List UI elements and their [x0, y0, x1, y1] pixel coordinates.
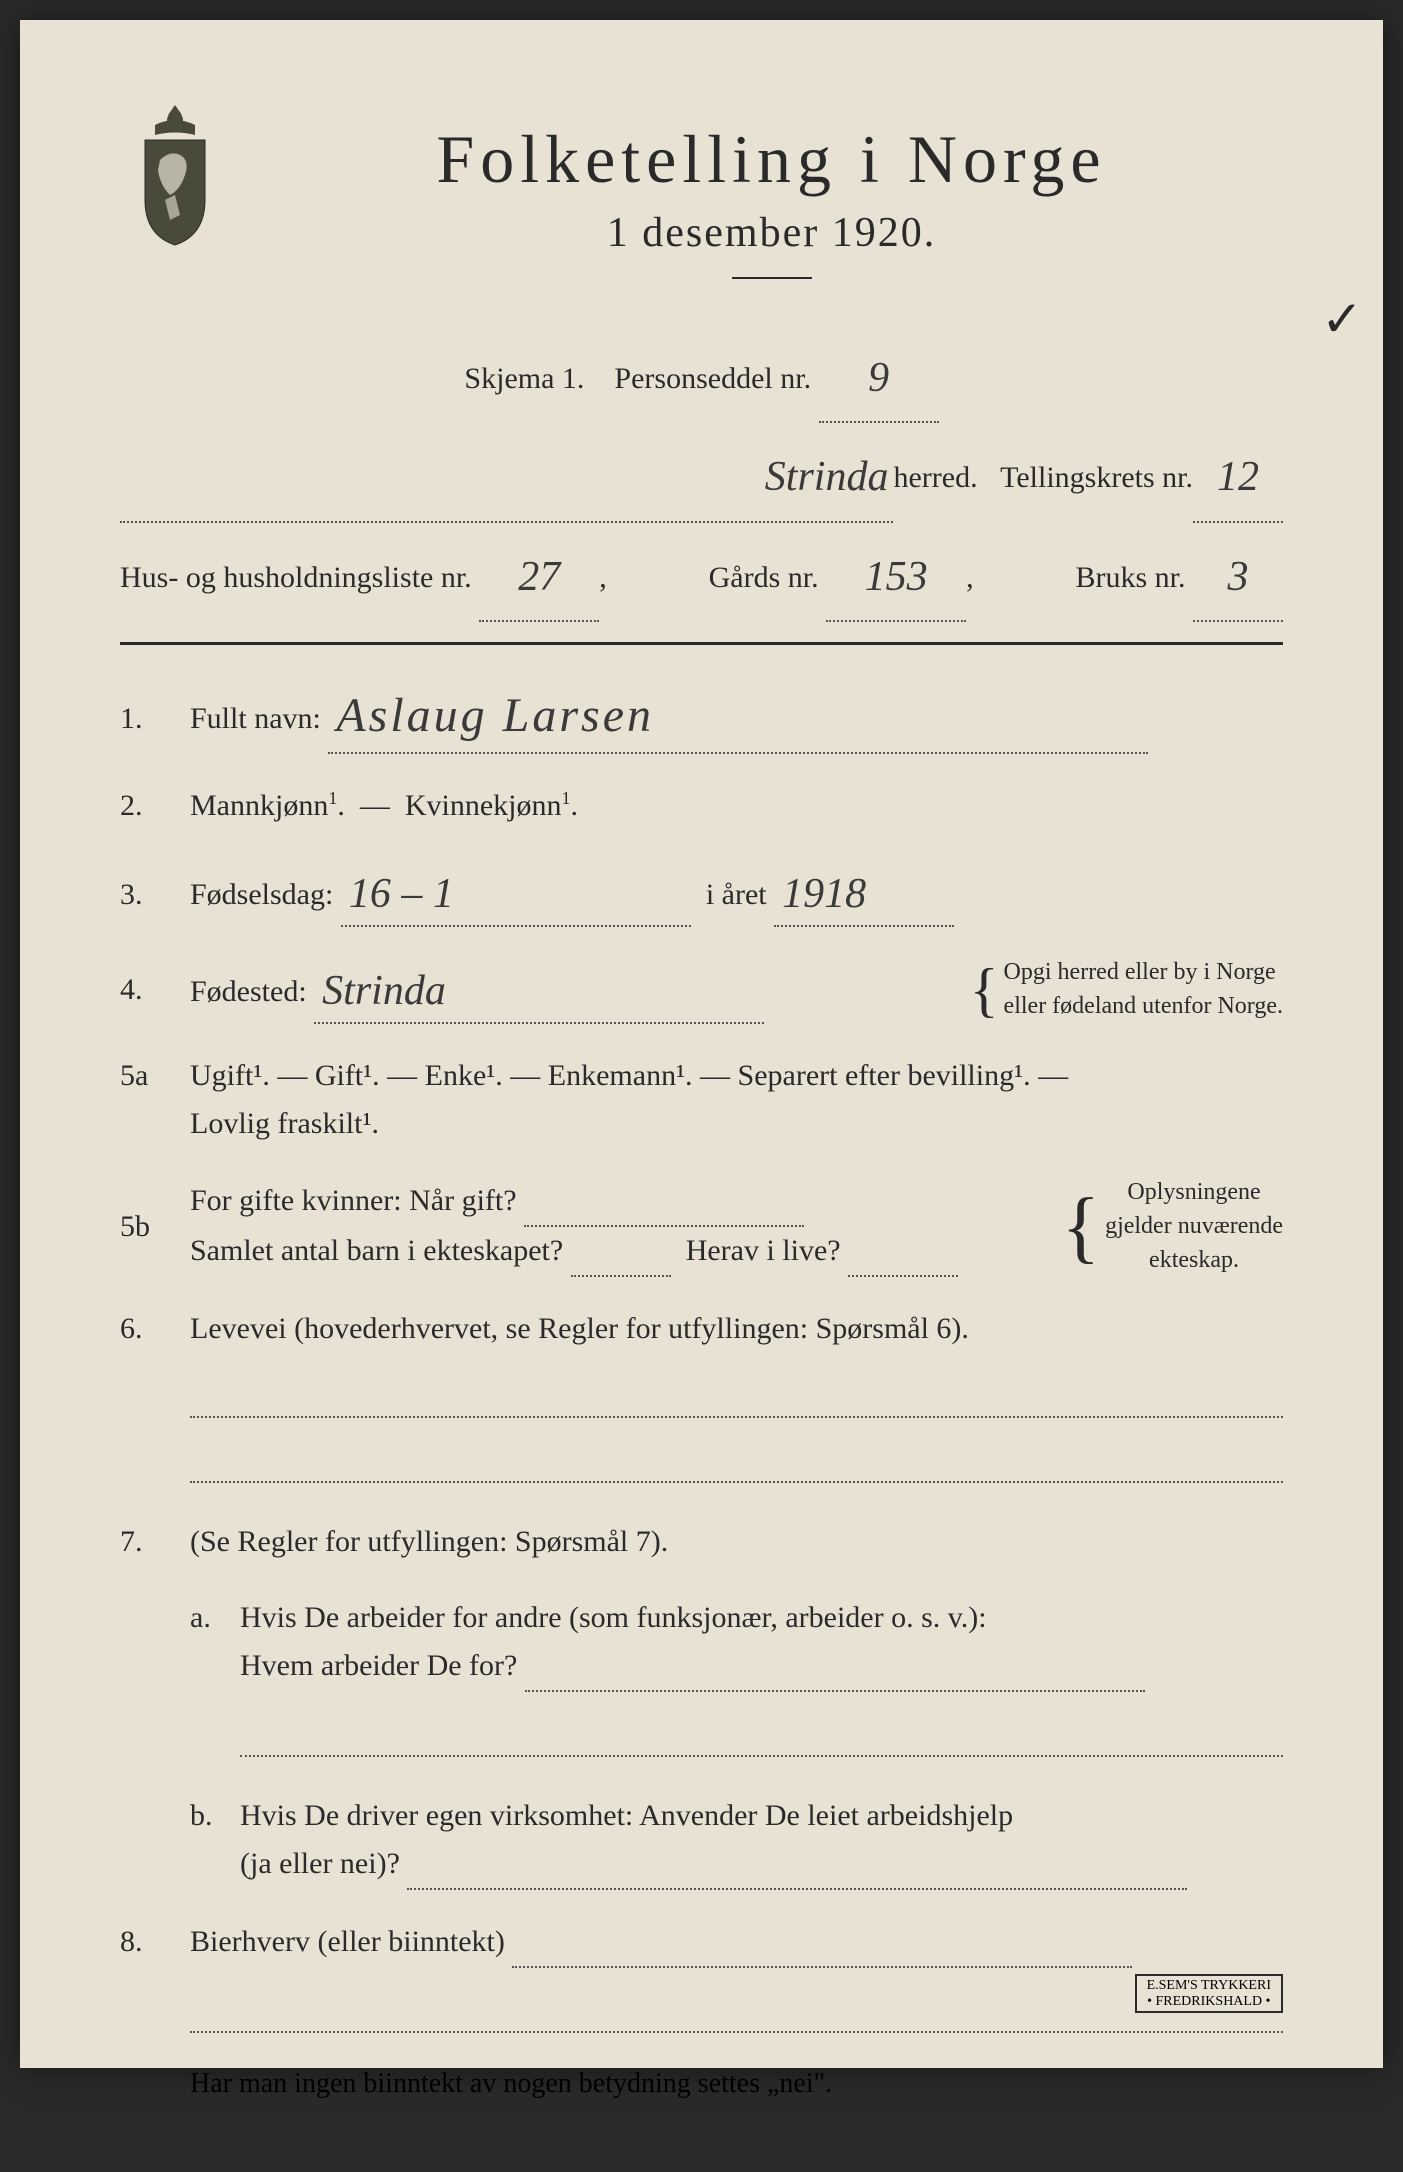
q8-label: Bierhverv (eller biinntekt)	[190, 1925, 505, 1958]
q2-option-b: Kvinnekjønn	[405, 789, 562, 822]
q1-label: Fullt navn:	[190, 702, 321, 735]
question-5a: 5a Ugift¹. — Gift¹. — Enke¹. — Enkemann¹…	[120, 1052, 1283, 1148]
q3-label: Fødselsdag:	[190, 878, 333, 911]
question-7: 7. (Se Regler for utfyllingen: Spørsmål …	[120, 1518, 1283, 1566]
q2-num: 2.	[120, 782, 190, 830]
gards-label: Gårds nr.	[709, 561, 819, 594]
printer-line1: E.SEM'S TRYKKERI	[1147, 1978, 1271, 1993]
q1-value: Aslaug Larsen	[336, 689, 654, 742]
question-7a: a. Hvis De arbeider for andre (som funks…	[190, 1594, 1283, 1692]
blank-line	[190, 1388, 1283, 1418]
blank-line	[190, 2003, 1283, 2033]
horizontal-rule	[120, 642, 1283, 645]
q5b-note: Oplysningene gjelder nuværende ekteskap.	[1105, 1176, 1283, 1277]
meta-line-3: Hus- og husholdningsliste nr. 27 , Gårds…	[120, 528, 1283, 622]
q4-note-2: eller fødeland utenfor Norge.	[1004, 993, 1283, 1019]
q3-year: 1918	[782, 871, 866, 917]
q7a-text2: Hvem arbeider De for?	[240, 1649, 517, 1682]
question-4: 4. Fødested: Strinda { Opgi herred eller…	[120, 955, 1283, 1024]
question-8: 8. Bierhverv (eller biinntekt)	[120, 1918, 1283, 1968]
blank-line	[190, 1453, 1283, 1483]
question-3: 3. Fødselsdag: 16 – 1 i året 1918	[120, 858, 1283, 927]
q4-note: Opgi herred eller by i Norge eller fødel…	[1004, 956, 1283, 1023]
brace-icon: {	[1062, 1195, 1100, 1259]
gards-value: 153	[865, 554, 928, 600]
meta-line-1: Skjema 1. Personseddel nr. 9	[120, 329, 1283, 423]
q5b-note3: ekteskap.	[1149, 1247, 1239, 1273]
husliste-label: Hus- og husholdningsliste nr.	[120, 561, 472, 594]
q7-num: 7.	[120, 1518, 190, 1566]
blank-line	[240, 1727, 1283, 1757]
document-page: ✓ Folketelling i Norge 1 desember 1920. …	[20, 20, 1383, 2068]
document-subtitle: 1 desember 1920.	[260, 209, 1283, 257]
q4-note-1: Opgi herred eller by i Norge	[1004, 959, 1276, 985]
q3-year-label: i året	[706, 878, 767, 911]
bruks-value: 3	[1228, 554, 1249, 600]
q4-label: Fødested:	[190, 975, 307, 1008]
q3-day: 16 – 1	[349, 871, 454, 917]
q8-num: 8.	[120, 1918, 190, 1966]
q1-num: 1.	[120, 695, 190, 743]
q4-num: 4.	[120, 966, 190, 1014]
title-block: Folketelling i Norge 1 desember 1920.	[260, 100, 1283, 299]
q5a-num: 5a	[120, 1052, 190, 1100]
q5b-note1: Oplysningene	[1127, 1179, 1260, 1205]
personseddel-label: Personseddel nr.	[614, 362, 811, 395]
q7a-text1: Hvis De arbeider for andre (som funksjon…	[240, 1601, 987, 1634]
question-7b: b. Hvis De driver egen virksomhet: Anven…	[190, 1792, 1283, 1890]
q5b-num: 5b	[120, 1203, 190, 1251]
personseddel-value: 9	[868, 355, 889, 401]
bruks-label: Bruks nr.	[1075, 561, 1185, 594]
divider	[732, 277, 812, 279]
q7b-text1: Hvis De driver egen virksomhet: Anvender…	[240, 1799, 1013, 1832]
q7-text: (Se Regler for utfyllingen: Spørsmål 7).	[190, 1518, 1283, 1566]
q6-text: Levevei (hovederhvervet, se Regler for u…	[190, 1305, 1283, 1353]
q5b-note2: gjelder nuværende	[1105, 1213, 1283, 1239]
q7b-letter: b.	[190, 1792, 240, 1840]
q5b-label1: For gifte kvinner: Når gift?	[190, 1184, 517, 1217]
brace-icon: {	[970, 966, 999, 1014]
coat-of-arms-icon	[120, 100, 230, 250]
husliste-value: 27	[518, 554, 560, 600]
printer-mark: E.SEM'S TRYKKERI • FREDRIKSHALD •	[1135, 1974, 1283, 2013]
q5a-text2: Lovlig fraskilt¹.	[190, 1107, 379, 1140]
q2-option-a: Mannkjønn	[190, 789, 328, 822]
q5b-label2: Samlet antal barn i ekteskapet?	[190, 1234, 563, 1267]
corner-mark: ✓	[1321, 290, 1363, 348]
herred-label: herred.	[893, 445, 977, 511]
q5b-label3: Herav i live?	[686, 1234, 841, 1267]
tellingskrets-label: Tellingskrets nr.	[1000, 445, 1193, 511]
printer-line2: • FREDRIKSHALD •	[1147, 1994, 1271, 2009]
tellingskrets-value: 12	[1217, 454, 1259, 500]
herred-value: Strinda	[765, 454, 889, 500]
skjema-label: Skjema 1.	[464, 362, 584, 395]
q7a-letter: a.	[190, 1594, 240, 1642]
footnote-rule	[120, 2130, 1283, 2131]
question-6: 6. Levevei (hovederhvervet, se Regler fo…	[120, 1305, 1283, 1353]
question-5b: 5b For gifte kvinner: Når gift? Samlet a…	[120, 1176, 1283, 1277]
q3-num: 3.	[120, 871, 190, 919]
document-header: Folketelling i Norge 1 desember 1920.	[120, 100, 1283, 299]
q6-num: 6.	[120, 1305, 190, 1353]
q5a-text: Ugift¹. — Gift¹. — Enke¹. — Enkemann¹. —…	[190, 1059, 1068, 1092]
question-2: 2. Mannkjønn1. — Kvinnekjønn1.	[120, 782, 1283, 830]
final-note: Har man ingen biinntekt av nogen betydni…	[190, 2068, 1283, 2100]
q7b-text2: (ja eller nei)?	[240, 1847, 400, 1880]
document-title: Folketelling i Norge	[260, 120, 1283, 199]
footnote: ¹ Her kan svares ved tydelig understrekn…	[120, 2146, 1283, 2172]
q4-value: Strinda	[322, 968, 446, 1014]
question-1: 1. Fullt navn: Aslaug Larsen	[120, 675, 1283, 754]
meta-line-2: Strinda herred. Tellingskrets nr. 12	[120, 428, 1283, 522]
